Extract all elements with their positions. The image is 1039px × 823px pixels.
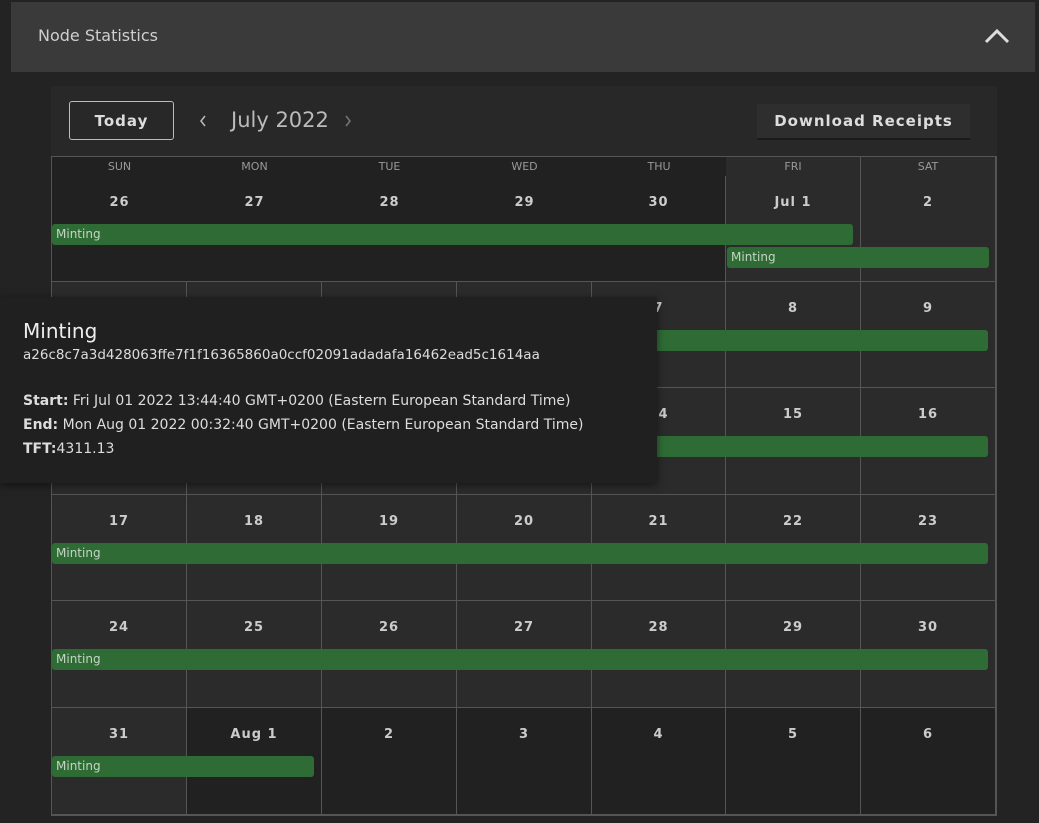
weekday-cell: WED bbox=[457, 157, 592, 176]
day-number[interactable]: 26 bbox=[109, 195, 130, 210]
weekday-cell: TUE bbox=[322, 157, 457, 176]
grid-frame bbox=[51, 156, 997, 816]
day-number[interactable]: 19 bbox=[378, 514, 400, 529]
event-bar[interactable]: Minting bbox=[727, 247, 989, 268]
weekday-label: THU bbox=[647, 160, 671, 173]
day-number[interactable]: 24 bbox=[108, 620, 130, 635]
day-number[interactable]: 2 bbox=[383, 727, 395, 742]
day-number[interactable]: 6 bbox=[922, 727, 934, 742]
weekday-cell: FRI bbox=[726, 157, 861, 176]
tooltip-hash: a26c8c7a3d428063ffe7f1f16365860a0ccf0209… bbox=[23, 347, 540, 363]
day-number[interactable]: 25 bbox=[243, 620, 265, 635]
day-number[interactable]: 31 bbox=[108, 727, 130, 742]
day-number[interactable]: 16 bbox=[917, 407, 939, 422]
day-number[interactable]: 22 bbox=[782, 514, 804, 529]
day-number[interactable]: Jul 1 bbox=[774, 195, 812, 210]
value: Fri Jul 01 2022 13:44:40 GMT+0200 (Easte… bbox=[72, 393, 571, 409]
weekday-label: TUE bbox=[378, 160, 401, 173]
value: Mon Aug 01 2022 00:32:40 GMT+0200 (Easte… bbox=[62, 417, 584, 433]
label: TFT: bbox=[23, 441, 57, 457]
event-bar[interactable]: Minting bbox=[52, 224, 853, 245]
collapse-icon[interactable] bbox=[983, 26, 1011, 46]
day-number[interactable]: 27 bbox=[513, 620, 535, 635]
tooltip-title: Minting bbox=[23, 319, 98, 343]
tooltip-tft: TFT:4311.13 bbox=[23, 441, 114, 457]
day-number[interactable]: 23 bbox=[917, 514, 939, 529]
day-number[interactable]: 2 bbox=[922, 195, 934, 210]
event-bar[interactable]: Minting bbox=[52, 756, 314, 777]
day-number[interactable]: 28 bbox=[648, 620, 669, 635]
day-cell: 5 bbox=[726, 708, 861, 815]
weekday-label: FRI bbox=[784, 160, 802, 173]
tooltip-start: Start: Fri Jul 01 2022 13:44:40 GMT+0200… bbox=[23, 393, 570, 409]
day-cell: 3 bbox=[457, 708, 592, 815]
day-number[interactable]: 29 bbox=[514, 195, 535, 210]
day-number[interactable]: 18 bbox=[243, 514, 265, 529]
day-number[interactable]: 30 bbox=[648, 195, 669, 210]
event-bar[interactable]: Minting bbox=[52, 543, 988, 564]
label: End: bbox=[23, 417, 59, 433]
weekday-label: SUN bbox=[107, 160, 132, 173]
day-number[interactable]: 21 bbox=[648, 514, 669, 529]
event-tooltip: Minting a26c8c7a3d428063ffe7f1f16365860a… bbox=[0, 297, 657, 483]
value: 4311.13 bbox=[56, 441, 115, 457]
download-button[interactable]: Download Receipts bbox=[757, 104, 970, 140]
day-cell: 4 bbox=[592, 708, 726, 815]
day-number[interactable]: 27 bbox=[244, 195, 265, 210]
day-number[interactable]: 20 bbox=[513, 514, 535, 529]
weekday-cell: SUN bbox=[52, 157, 187, 176]
day-number[interactable]: 15 bbox=[782, 407, 804, 422]
day-cell: 6 bbox=[861, 708, 996, 815]
weekday-label: SAT bbox=[917, 160, 939, 173]
header-title: Node Statistics bbox=[38, 26, 158, 45]
day-number[interactable]: 4 bbox=[653, 727, 664, 742]
today-button[interactable]: Today bbox=[69, 101, 174, 140]
header-bar[interactable]: Node Statistics bbox=[11, 2, 1035, 72]
day-number[interactable]: 3 bbox=[518, 727, 530, 742]
tooltip-end: End: Mon Aug 01 2022 00:32:40 GMT+0200 (… bbox=[23, 417, 583, 433]
day-number[interactable]: 29 bbox=[782, 620, 804, 635]
day-number[interactable]: 26 bbox=[378, 620, 400, 635]
day-number[interactable]: 30 bbox=[917, 620, 939, 635]
weekday-label: MON bbox=[241, 160, 268, 173]
day-number[interactable]: 9 bbox=[922, 301, 934, 316]
weekday-cell: MON bbox=[187, 157, 322, 176]
day-number[interactable]: 5 bbox=[787, 727, 799, 742]
label: Start: bbox=[23, 393, 69, 409]
day-number[interactable]: 7 bbox=[653, 301, 664, 316]
next-arrow[interactable] bbox=[342, 113, 354, 129]
day-cell: 2 bbox=[322, 708, 457, 815]
weekday-label: WED bbox=[511, 160, 538, 173]
day-number[interactable]: 8 bbox=[787, 301, 799, 316]
day-number[interactable]: 28 bbox=[379, 195, 400, 210]
day-number[interactable]: 17 bbox=[108, 514, 130, 529]
day-number[interactable]: Aug 1 bbox=[230, 727, 278, 742]
prev-arrow[interactable] bbox=[197, 113, 209, 129]
weekday-cell: THU bbox=[592, 157, 726, 176]
month-label: July 2022 bbox=[231, 108, 329, 132]
weekday-cell: SAT bbox=[861, 157, 996, 176]
event-bar[interactable]: Minting bbox=[52, 649, 988, 670]
